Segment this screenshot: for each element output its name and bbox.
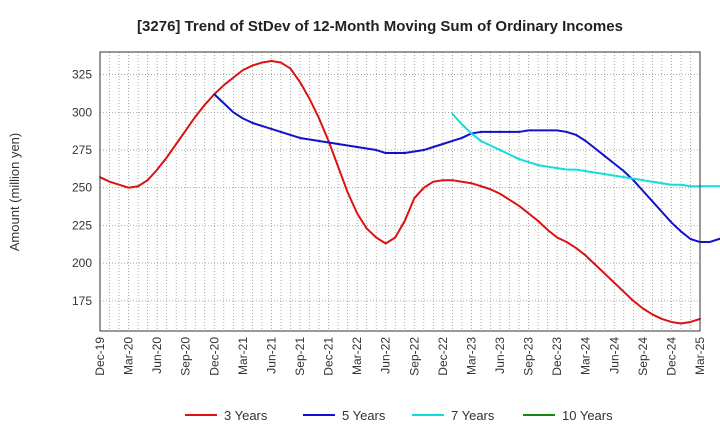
plot-frame	[99, 51, 701, 332]
y-tick-label: 175	[72, 294, 92, 308]
x-tick-label: Sep-24	[636, 337, 650, 376]
y-tick-label: 225	[72, 218, 92, 232]
y-tick-label: 275	[72, 143, 92, 157]
y-tick-label: 250	[72, 181, 92, 195]
x-tick-label: Sep-23	[522, 337, 536, 376]
series-line-5-years	[213, 93, 720, 244]
x-tick-label: Jun-24	[607, 337, 621, 374]
x-tick-label: Mar-23	[464, 337, 478, 375]
x-tick-label: Dec-22	[436, 337, 450, 376]
x-tick-label: Mar-25	[693, 337, 707, 375]
x-tick-label: Dec-23	[550, 337, 564, 376]
x-tick-label: Dec-20	[207, 337, 221, 376]
y-tick-label: 300	[72, 105, 92, 119]
legend-label: 7 Years	[451, 408, 495, 423]
x-tick-label: Dec-19	[93, 337, 107, 376]
x-tick-label: Sep-21	[293, 337, 307, 376]
x-tick-label: Mar-24	[579, 337, 593, 375]
plot-area	[100, 52, 700, 331]
x-tick-label: Sep-20	[179, 337, 193, 376]
x-tick-label: Jun-22	[379, 337, 393, 374]
legend-label: 10 Years	[562, 408, 613, 423]
x-tick-label: Mar-20	[122, 337, 136, 375]
x-tick-label: Dec-24	[664, 337, 678, 376]
x-tick-label: Mar-21	[236, 337, 250, 375]
y-tick-label: 200	[72, 256, 92, 270]
x-tick-label: Jun-20	[150, 337, 164, 374]
chart-title: [3276] Trend of StDev of 12-Month Moving…	[137, 18, 623, 35]
legend-label: 5 Years	[342, 408, 386, 423]
x-tick-label: Jun-21	[264, 337, 278, 374]
legend-label: 3 Years	[224, 408, 268, 423]
x-tick-label: Dec-21	[322, 337, 336, 376]
x-tick-label: Jun-23	[493, 337, 507, 374]
y-axis-label: Amount (million yen)	[7, 133, 22, 252]
series-line-7-years	[451, 112, 720, 188]
x-tick-label: Sep-22	[407, 337, 421, 376]
series-line-3-years	[99, 60, 701, 325]
y-tick-label: 325	[72, 68, 92, 82]
x-tick-label: Mar-22	[350, 337, 364, 375]
